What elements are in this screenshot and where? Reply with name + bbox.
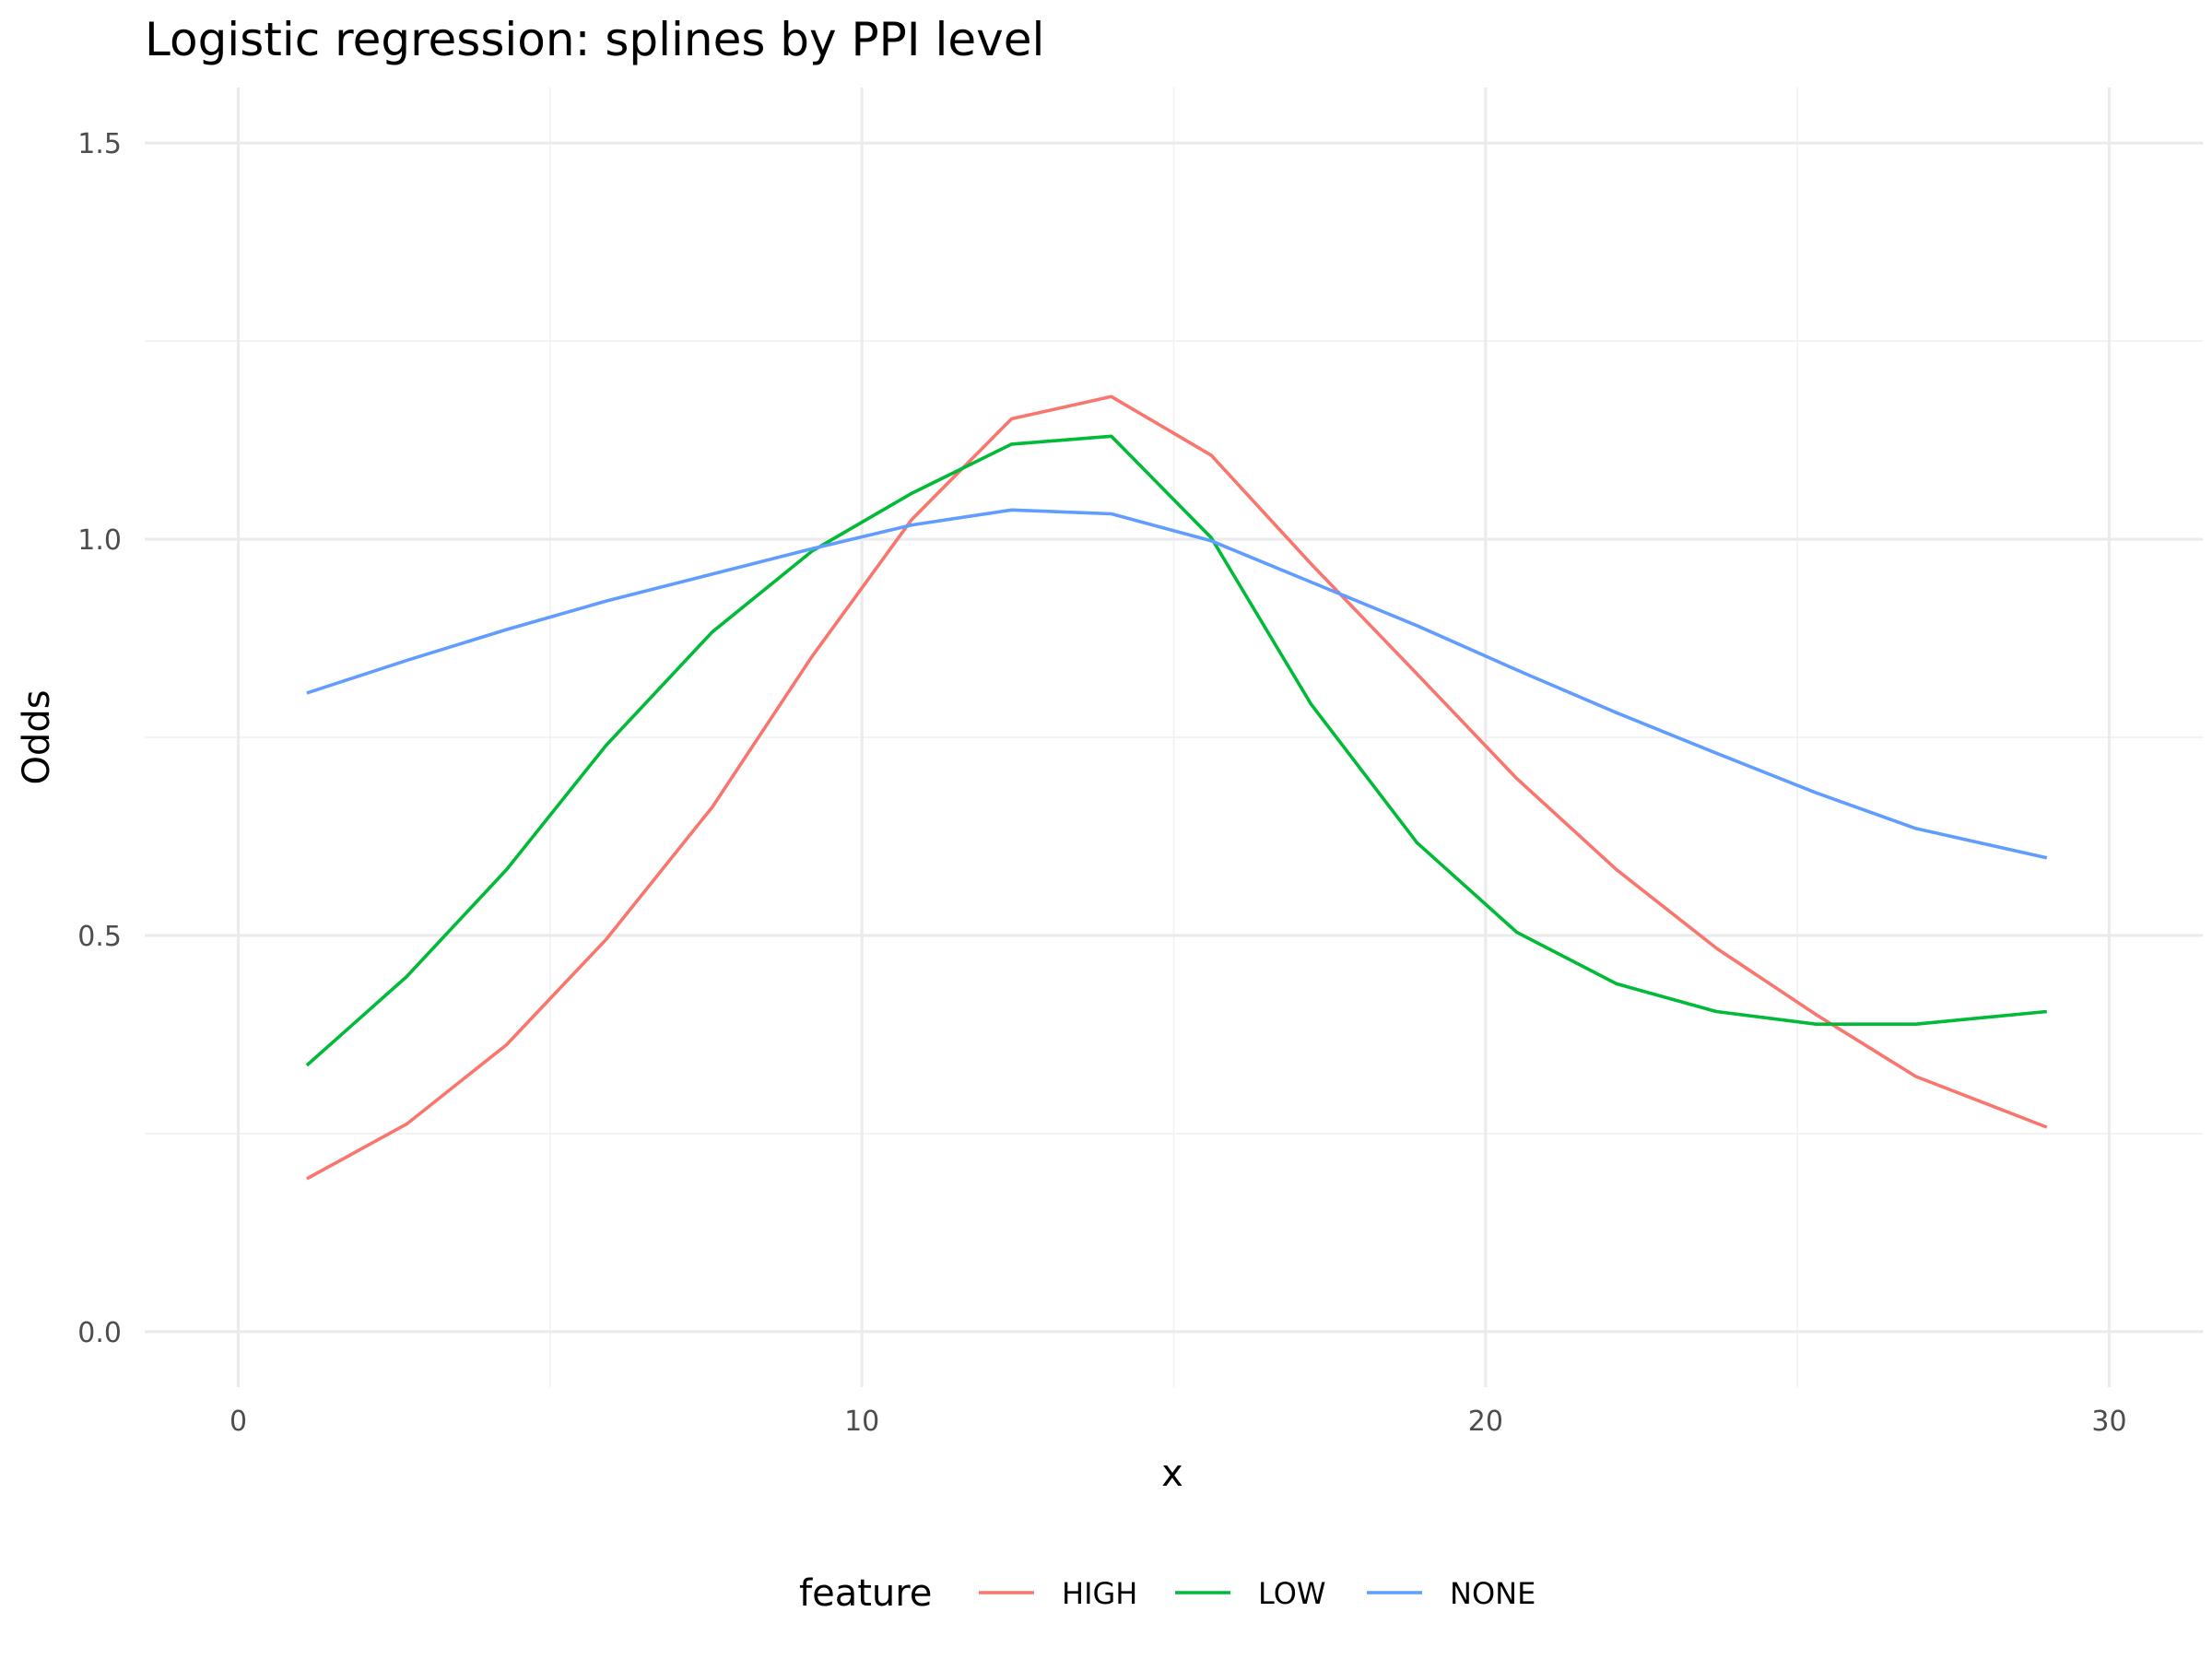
legend-label-none: NONE: [1450, 1576, 1535, 1611]
tick-labels: 0 10 20 30 0.0 0.5 1.0 1.5: [77, 128, 2126, 1438]
series-lines: [305, 394, 2048, 1181]
plot-grid: [145, 88, 2203, 1387]
y-axis-title: Odds: [16, 689, 58, 784]
y-tick-label: 0.0: [77, 1317, 122, 1349]
legend-label-low: LOW: [1258, 1576, 1326, 1611]
chart-title: Logistic regression: splines by PPI leve…: [145, 13, 1044, 66]
x-axis-title: x: [1161, 1453, 1183, 1495]
series-line-high: [306, 394, 2048, 1181]
legend-label-high: HIGH: [1062, 1576, 1137, 1611]
series-line-low: [305, 434, 2047, 1067]
x-tick-label: 30: [2091, 1406, 2126, 1438]
y-tick-label: 1.0: [77, 524, 122, 557]
series-line-none: [306, 508, 2048, 860]
y-tick-label: 1.5: [77, 128, 122, 160]
x-tick-label: 10: [844, 1406, 879, 1438]
legend: feature HIGH LOW NONE: [799, 1572, 1535, 1615]
y-tick-label: 0.5: [77, 921, 122, 953]
legend-title: feature: [799, 1572, 932, 1615]
x-tick-label: 20: [1468, 1406, 1503, 1438]
x-tick-label: 0: [229, 1406, 247, 1438]
